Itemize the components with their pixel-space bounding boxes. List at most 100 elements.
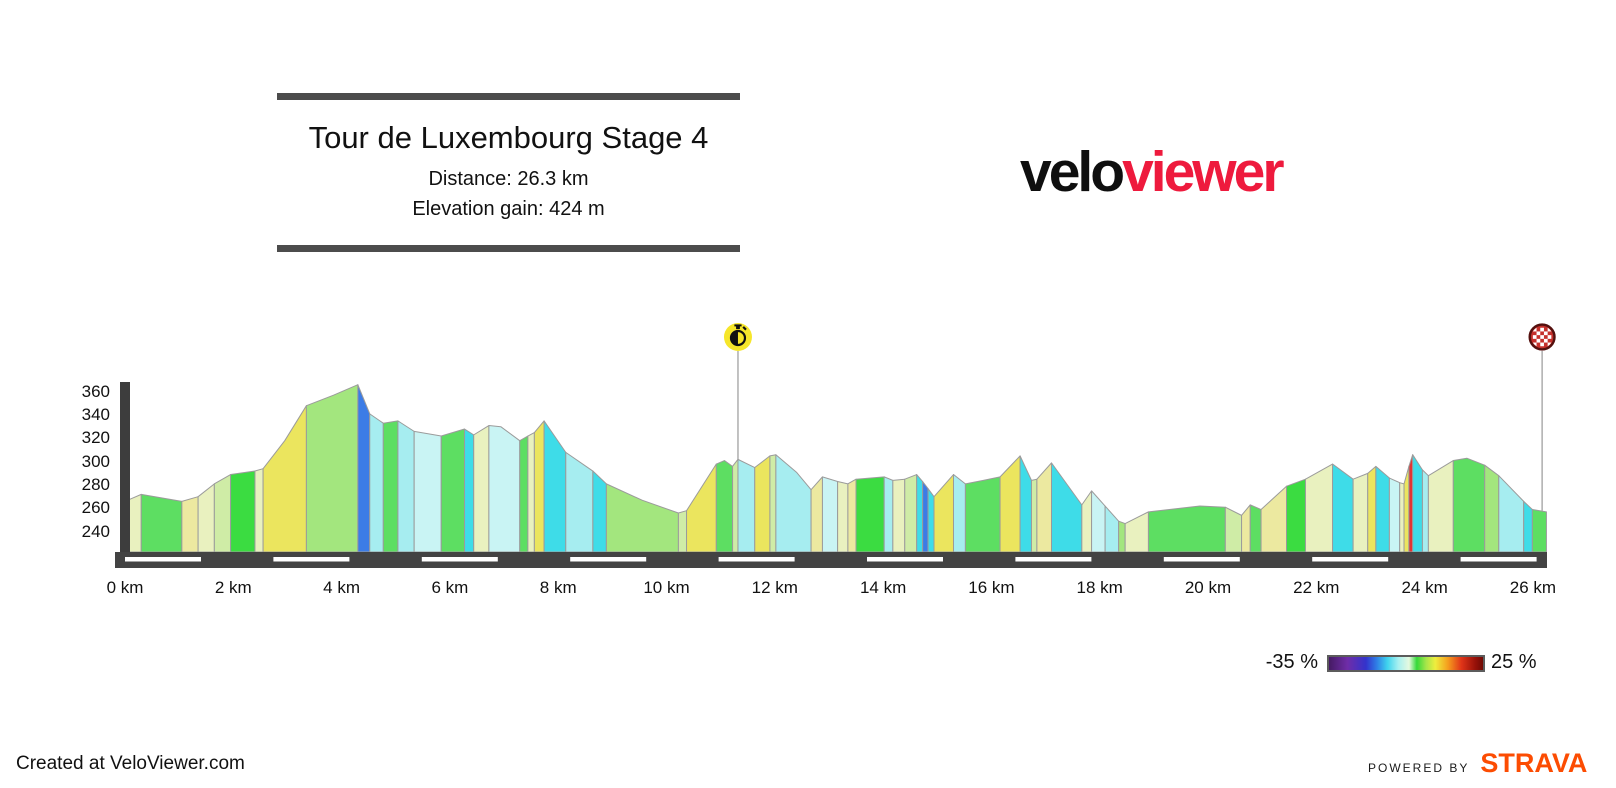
profile-segment [927,488,935,553]
elevation-gain-label: Elevation gain: 424 m [412,198,605,220]
stage-title: Tour de Luxembourg Stage 4 [308,120,709,155]
profile-segment [1421,469,1429,553]
veloviewer-logo: veloviewer [1020,144,1285,201]
y-tick-label: 280 [81,475,110,495]
profile-segment [916,474,924,553]
credit-text: Created at VeloViewer.com [16,753,245,774]
profile-segment [1249,504,1262,553]
y-axis-bar [120,382,130,552]
profile-segment [1304,463,1334,553]
profile-segment [1124,511,1149,553]
profile-segment [677,510,688,553]
x-axis-bar-stripe [1312,557,1389,562]
profile-segment [1019,455,1032,553]
profile-segment [1498,475,1525,553]
title-rule-bottom [277,245,740,252]
profile-segment [1286,478,1306,553]
x-axis-bar-stripe [125,557,201,562]
profile-segment [1367,465,1377,553]
profile-segment [1403,465,1410,553]
powered-by-label: POWERED BY [1368,761,1470,775]
y-tick-label: 260 [81,498,110,518]
profile-segment [754,455,771,553]
profile-segment [1241,504,1251,553]
y-tick-label: 320 [81,428,110,448]
profile-segment [1388,477,1401,553]
y-tick-label: 300 [81,451,110,471]
profile-segment [737,458,756,553]
x-axis-bar-stripe [867,557,943,562]
y-tick-label: 360 [81,381,110,401]
profile-segment [1081,490,1093,553]
profile-segment [413,430,442,553]
profile-segment [1531,509,1547,553]
profile-segment [592,470,607,553]
profile-segment [1375,465,1390,553]
profile-segment [837,481,849,553]
profile-segment [527,432,535,553]
gradient-legend-bar [1327,655,1485,672]
profile-segment [1147,505,1226,553]
legend-max-label: 25 % [1491,651,1537,673]
profile-segment [140,493,183,553]
timer-marker-icon [723,323,752,351]
profile-segment [565,451,594,553]
x-axis-bar-stripe [570,557,647,562]
profile-segment [775,454,812,553]
x-axis-bar-stripe [273,557,350,562]
profile-segment [769,454,777,553]
profile-segment [254,468,264,553]
profile-segment [230,470,256,553]
profile-segment [732,458,739,553]
y-axis-labels: 360 340 320 300 280 260 240 [40,0,110,788]
x-axis-bar-stripe [421,557,498,562]
profile-segment [382,420,399,553]
profile-segment [1399,482,1405,553]
profile-segment [952,474,966,553]
profile-segment [1452,457,1486,553]
x-axis-bar-stripe [1015,557,1092,562]
profile-segment [440,428,466,553]
profile-segment [1427,460,1454,553]
profile-segment [473,425,490,553]
logo-velo-text: velo [1020,140,1125,204]
y-tick-label: 340 [81,405,110,425]
logo-viewer-text: viewer [1122,140,1284,204]
profile-segment [357,384,371,553]
profile-segment [715,460,734,553]
x-axis-bar-stripe [1460,557,1537,562]
profile-segment [181,496,199,553]
profile-segment [847,478,857,553]
profile-segment [821,476,839,553]
profile-segment [262,405,307,553]
profile-segment [1412,454,1423,553]
x-axis-bar [115,552,1547,568]
title-rule-top [277,93,740,100]
finish-marker-icon [1528,323,1556,351]
profile-segment [686,463,717,553]
profile-segment [1118,520,1126,553]
powered-by-strava: POWERED BY STRAVA [1368,748,1587,779]
profile-segment [883,476,894,553]
profile-segment [964,476,1001,553]
profile-segment [464,428,475,553]
profile-segment [1030,478,1038,553]
profile-segment [197,483,215,553]
profile-segment [1260,485,1288,553]
profile-segment [892,478,906,553]
profile-segment [1224,506,1243,553]
title-block: Tour de Luxembourg Stage 4 Distance: 26.… [277,93,740,252]
profile-segment [1484,464,1500,553]
profile-segment [213,474,232,553]
profile-segment [543,420,567,553]
profile-segment [305,384,359,553]
profile-segment [369,413,384,553]
profile-segment [922,481,929,553]
y-tick-label: 240 [81,521,110,541]
profile-segment [1352,472,1369,553]
profile-segment [855,476,885,553]
distance-label: Distance: 26.3 km [428,168,589,190]
profile-segment [904,474,918,553]
profile-segment [533,420,545,553]
